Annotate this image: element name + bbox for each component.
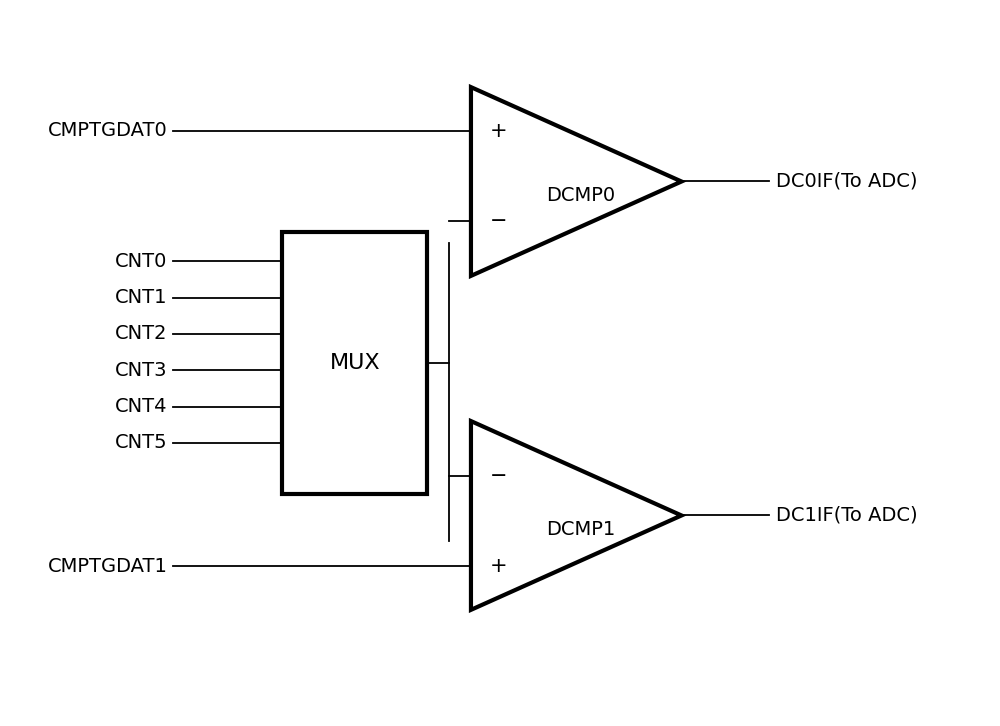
- Text: CMPTGDAT0: CMPTGDAT0: [48, 121, 167, 140]
- Text: DC1IF(To ADC): DC1IF(To ADC): [776, 506, 918, 525]
- Text: CNT3: CNT3: [115, 361, 167, 380]
- Text: CNT4: CNT4: [115, 397, 167, 416]
- Polygon shape: [471, 421, 682, 610]
- Text: −: −: [490, 211, 507, 232]
- Polygon shape: [471, 87, 682, 276]
- Text: DC0IF(To ADC): DC0IF(To ADC): [776, 172, 917, 191]
- Text: CNT0: CNT0: [115, 252, 167, 271]
- Text: CNT2: CNT2: [115, 325, 167, 343]
- Text: +: +: [490, 556, 507, 576]
- Text: CNT1: CNT1: [115, 288, 167, 307]
- Text: MUX: MUX: [329, 353, 380, 373]
- Text: −: −: [490, 465, 507, 486]
- Text: DCMP1: DCMP1: [546, 520, 615, 539]
- Bar: [282, 232, 427, 494]
- Text: CMPTGDAT1: CMPTGDAT1: [48, 557, 167, 576]
- Text: +: +: [490, 121, 507, 141]
- Text: CNT5: CNT5: [115, 433, 167, 452]
- Text: DCMP0: DCMP0: [546, 186, 615, 205]
